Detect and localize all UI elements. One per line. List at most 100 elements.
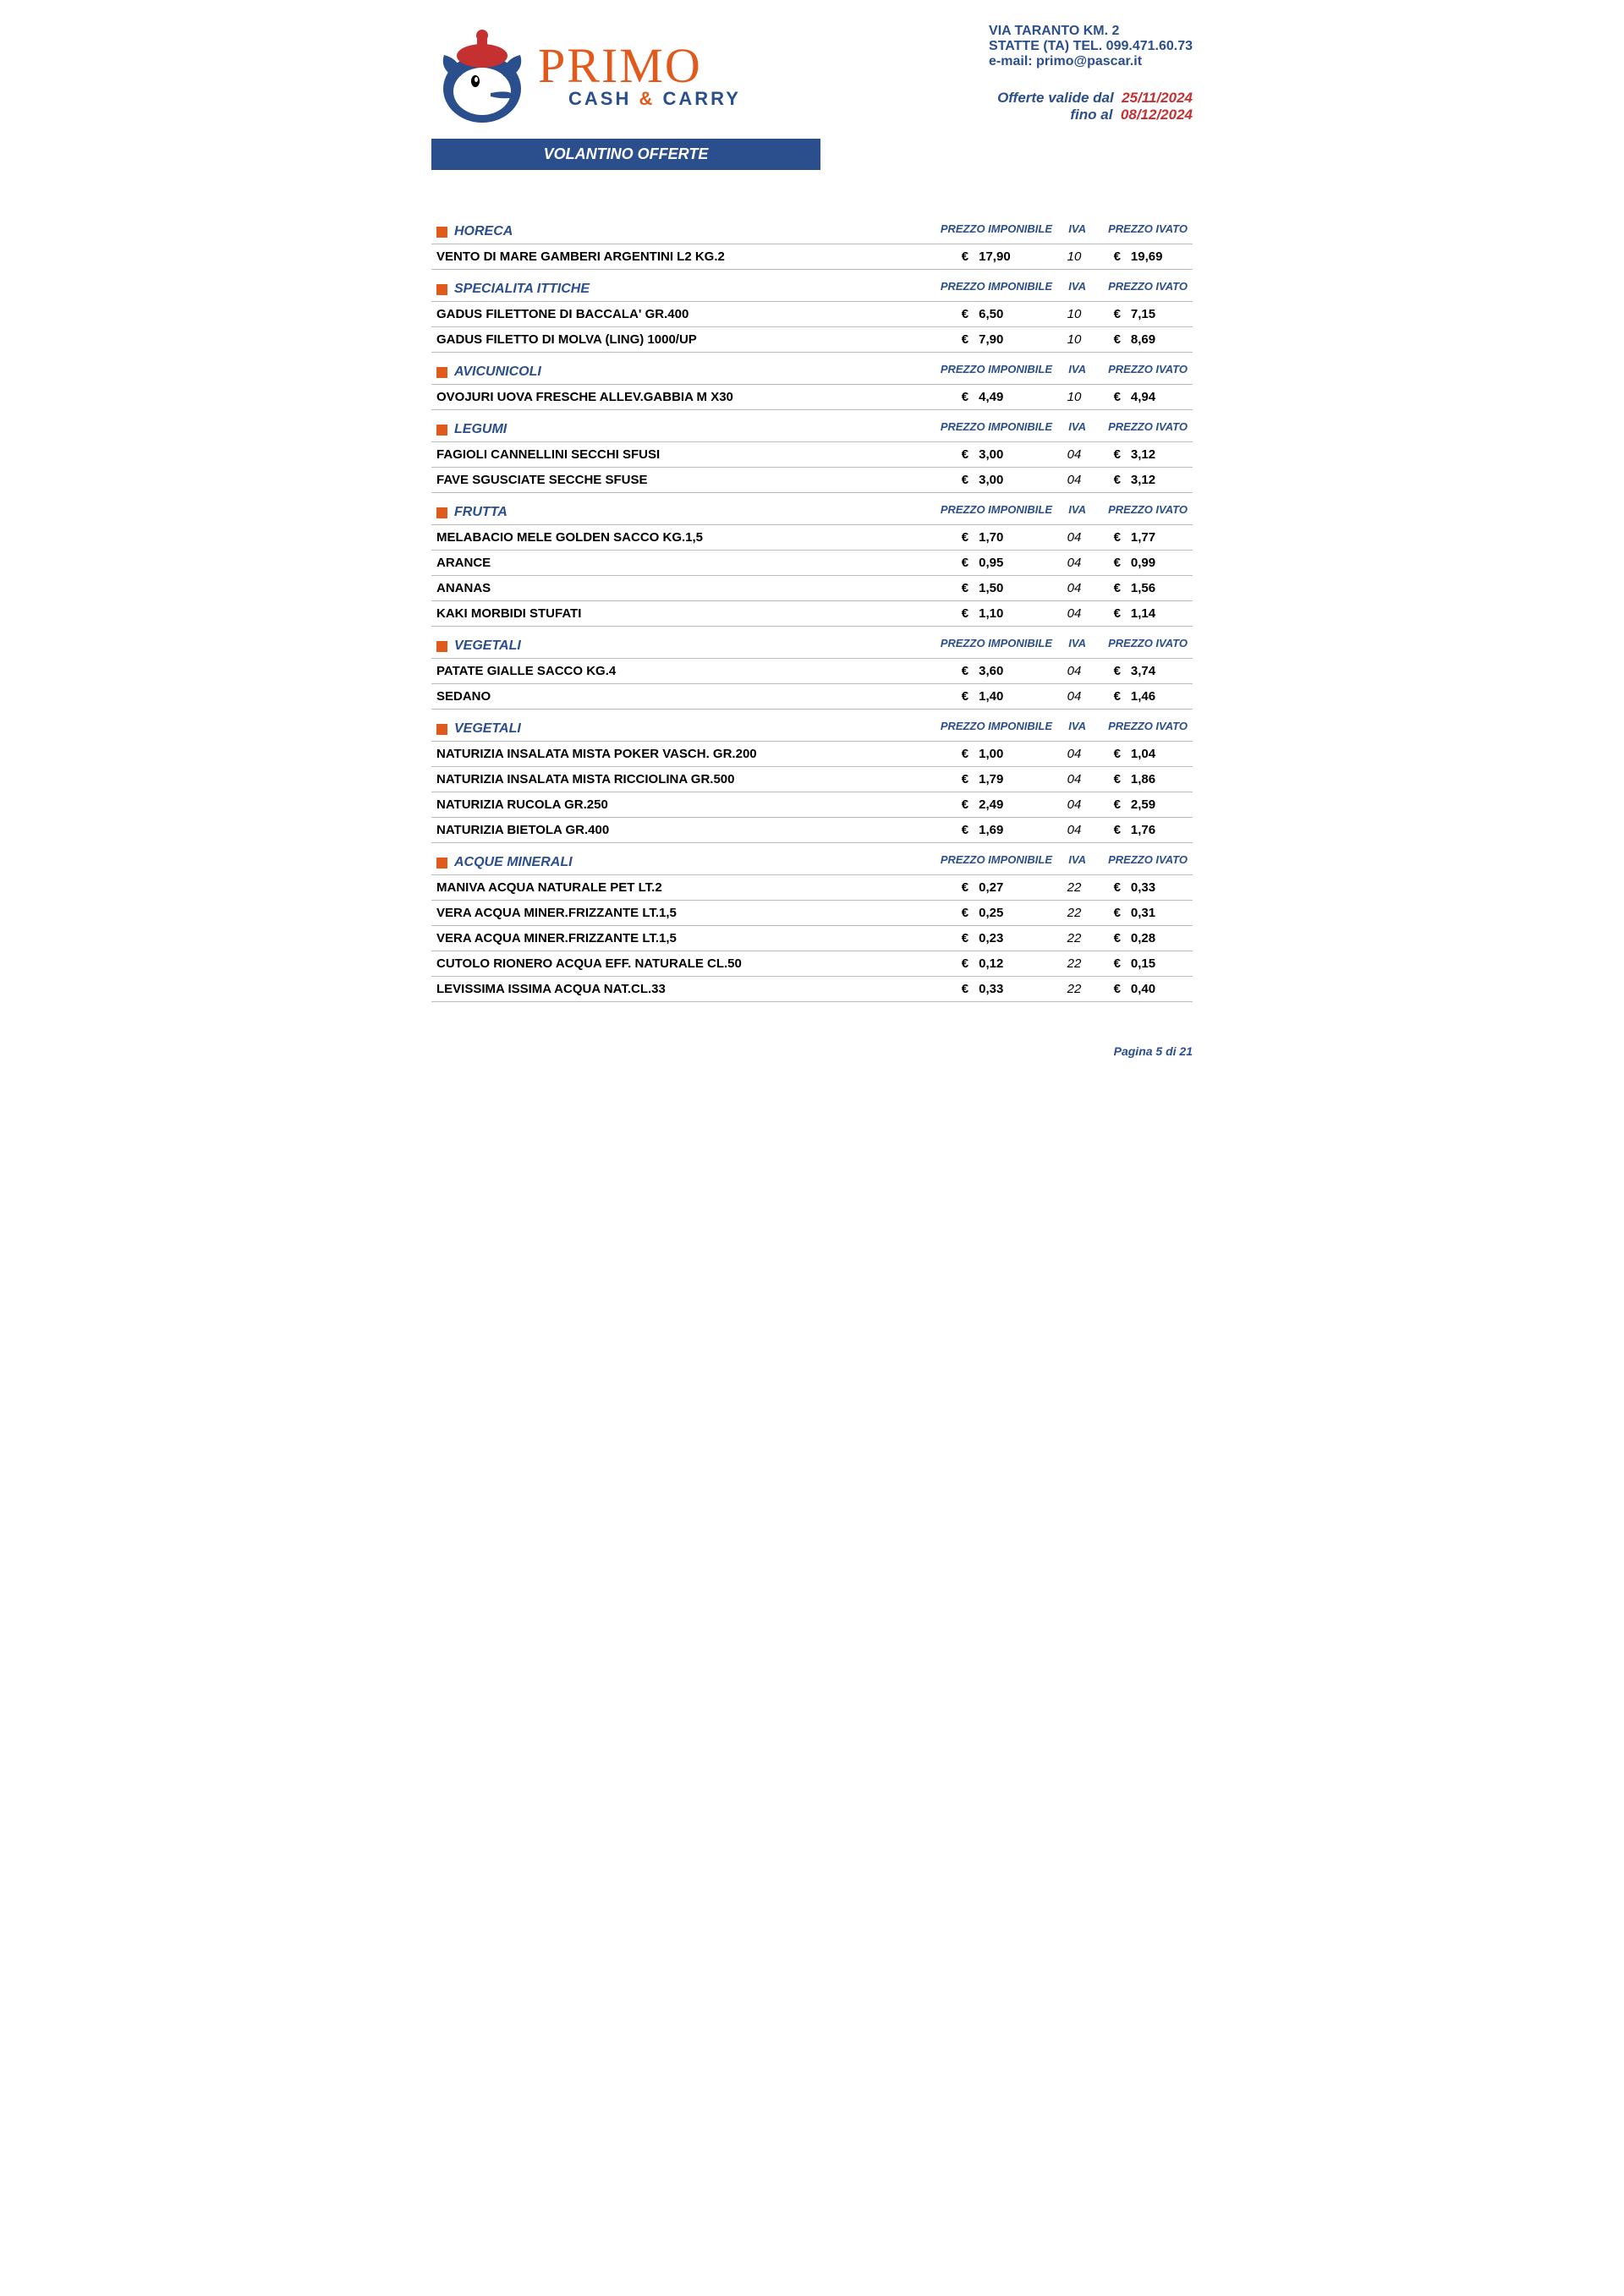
product-name: GADUS FILETTONE DI BACCALA' GR.400 xyxy=(431,302,930,327)
iva-value: 04 xyxy=(1057,442,1091,468)
iva-value: 22 xyxy=(1057,901,1091,926)
table-row: KAKI MORBIDI STUFATI€1,1004€1,14 xyxy=(431,601,1193,627)
euro-symbol: € xyxy=(1091,551,1126,576)
col-header-iva: IVA xyxy=(1057,493,1091,525)
price-imponibile: 6,50 xyxy=(974,302,1057,327)
col-header-ivato: PREZZO IVATO xyxy=(1091,627,1193,659)
col-header-iva: IVA xyxy=(1057,270,1091,302)
table-row: NATURIZIA INSALATA MISTA RICCIOLINA GR.5… xyxy=(431,767,1193,792)
euro-symbol: € xyxy=(1091,684,1126,710)
euro-symbol: € xyxy=(930,767,974,792)
euro-symbol: € xyxy=(1091,901,1126,926)
offers-mid: fino al xyxy=(1070,107,1112,123)
euro-symbol: € xyxy=(1091,659,1126,684)
euro-symbol: € xyxy=(1091,951,1126,977)
logo-area: PRIMO CASH & CARRY xyxy=(431,17,741,135)
section-title: ACQUE MINERALI xyxy=(454,855,573,870)
price-ivato: 0,28 xyxy=(1126,926,1193,951)
section-bullet-icon xyxy=(436,227,447,238)
price-ivato: 1,77 xyxy=(1126,525,1193,551)
section-title: VEGETALI xyxy=(454,721,521,737)
table-row: VENTO DI MARE GAMBERI ARGENTINI L2 KG.2 €… xyxy=(431,244,1193,270)
section-title: VEGETALI xyxy=(454,638,521,654)
product-name: NATURIZIA INSALATA MISTA POKER VASCH. GR… xyxy=(431,742,930,767)
euro-symbol: € xyxy=(930,818,974,843)
euro-symbol: € xyxy=(1091,792,1126,818)
iva-value: 04 xyxy=(1057,792,1091,818)
euro-symbol: € xyxy=(1091,442,1126,468)
table-row: MANIVA ACQUA NATURALE PET LT.2€0,2722€0,… xyxy=(431,875,1193,901)
iva-value: 04 xyxy=(1057,767,1091,792)
iva-value: 22 xyxy=(1057,951,1091,977)
product-name: NATURIZIA BIETOLA GR.400 xyxy=(431,818,930,843)
euro-symbol: € xyxy=(930,525,974,551)
euro-symbol: € xyxy=(930,385,974,410)
euro-symbol: € xyxy=(1091,468,1126,493)
price-imponibile: 3,60 xyxy=(974,659,1057,684)
price-imponibile: 1,00 xyxy=(974,742,1057,767)
iva-value: 04 xyxy=(1057,576,1091,601)
section-title: FRUTTA xyxy=(454,505,508,520)
price-table: HORECAPREZZO IMPONIBILEIVAPREZZO IVATOVE… xyxy=(431,212,1193,1002)
euro-symbol: € xyxy=(930,551,974,576)
section-bullet-icon xyxy=(436,858,447,869)
price-imponibile: 0,27 xyxy=(974,875,1057,901)
price-imponibile: 1,69 xyxy=(974,818,1057,843)
euro-symbol: € xyxy=(930,792,974,818)
offers-date-to: 08/12/2024 xyxy=(1121,107,1193,123)
product-name: SEDANO xyxy=(431,684,930,710)
price-ivato: 3,74 xyxy=(1126,659,1193,684)
euro-symbol: € xyxy=(1091,244,1126,270)
col-header-ivato: PREZZO IVATO xyxy=(1091,493,1193,525)
price-imponibile: 1,70 xyxy=(974,525,1057,551)
iva-value: 04 xyxy=(1057,684,1091,710)
section-bullet-icon xyxy=(436,641,447,652)
product-name: NATURIZIA INSALATA MISTA RICCIOLINA GR.5… xyxy=(431,767,930,792)
col-header-iva: IVA xyxy=(1057,627,1091,659)
price-ivato: 0,99 xyxy=(1126,551,1193,576)
contact-block: VIA TARANTO KM. 2 STATTE (TA) TEL. 099.4… xyxy=(989,17,1193,123)
iva-value: 22 xyxy=(1057,926,1091,951)
product-name: MELABACIO MELE GOLDEN SACCO KG.1,5 xyxy=(431,525,930,551)
product-name: VENTO DI MARE GAMBERI ARGENTINI L2 KG.2 xyxy=(431,244,930,270)
euro-symbol: € xyxy=(930,926,974,951)
price-ivato: 1,76 xyxy=(1126,818,1193,843)
price-ivato: 1,56 xyxy=(1126,576,1193,601)
euro-symbol: € xyxy=(1091,742,1126,767)
price-ivato: 2,59 xyxy=(1126,792,1193,818)
col-header-ivato: PREZZO IVATO xyxy=(1091,410,1193,442)
offers-validity: Offerte valide dal 25/11/2024 fino al 08… xyxy=(989,90,1193,123)
col-header-imponibile: PREZZO IMPONIBILE xyxy=(930,493,1057,525)
product-name: MANIVA ACQUA NATURALE PET LT.2 xyxy=(431,875,930,901)
price-imponibile: 1,79 xyxy=(974,767,1057,792)
section-bullet-icon xyxy=(436,425,447,436)
price-imponibile: 3,00 xyxy=(974,442,1057,468)
banner-title: VOLANTINO OFFERTE xyxy=(431,139,820,170)
price-ivato: 0,40 xyxy=(1126,977,1193,1002)
price-imponibile: 17,90 xyxy=(974,244,1057,270)
offers-date-from: 25/11/2024 xyxy=(1122,90,1193,106)
col-header-imponibile: PREZZO IMPONIBILE xyxy=(930,710,1057,742)
col-header-ivato: PREZZO IVATO xyxy=(1091,353,1193,385)
table-row: FAGIOLI CANNELLINI SECCHI SFUSI€3,0004€3… xyxy=(431,442,1193,468)
col-header-ivato: PREZZO IVATO xyxy=(1091,212,1193,244)
product-name: PATATE GIALLE SACCO KG.4 xyxy=(431,659,930,684)
iva-value: 22 xyxy=(1057,875,1091,901)
table-row: FAVE SGUSCIATE SECCHE SFUSE€3,0004€3,12 xyxy=(431,468,1193,493)
table-row: NATURIZIA INSALATA MISTA POKER VASCH. GR… xyxy=(431,742,1193,767)
iva-value: 04 xyxy=(1057,551,1091,576)
logo-sub-amp: & xyxy=(639,88,655,109)
col-header-imponibile: PREZZO IMPONIBILE xyxy=(930,410,1057,442)
iva-value: 04 xyxy=(1057,742,1091,767)
euro-symbol: € xyxy=(1091,525,1126,551)
logo-sub-post: CARRY xyxy=(662,88,740,109)
euro-symbol: € xyxy=(1091,601,1126,627)
iva-value: 22 xyxy=(1057,977,1091,1002)
product-name: GADUS FILETTO DI MOLVA (LING) 1000/UP xyxy=(431,327,930,353)
table-row: NATURIZIA BIETOLA GR.400€1,6904€1,76 xyxy=(431,818,1193,843)
price-ivato: 4,94 xyxy=(1126,385,1193,410)
col-header-iva: IVA xyxy=(1057,843,1091,875)
product-name: LEVISSIMA ISSIMA ACQUA NAT.CL.33 xyxy=(431,977,930,1002)
product-name: CUTOLO RIONERO ACQUA EFF. NATURALE CL.50 xyxy=(431,951,930,977)
section-header: HORECA xyxy=(431,212,930,244)
